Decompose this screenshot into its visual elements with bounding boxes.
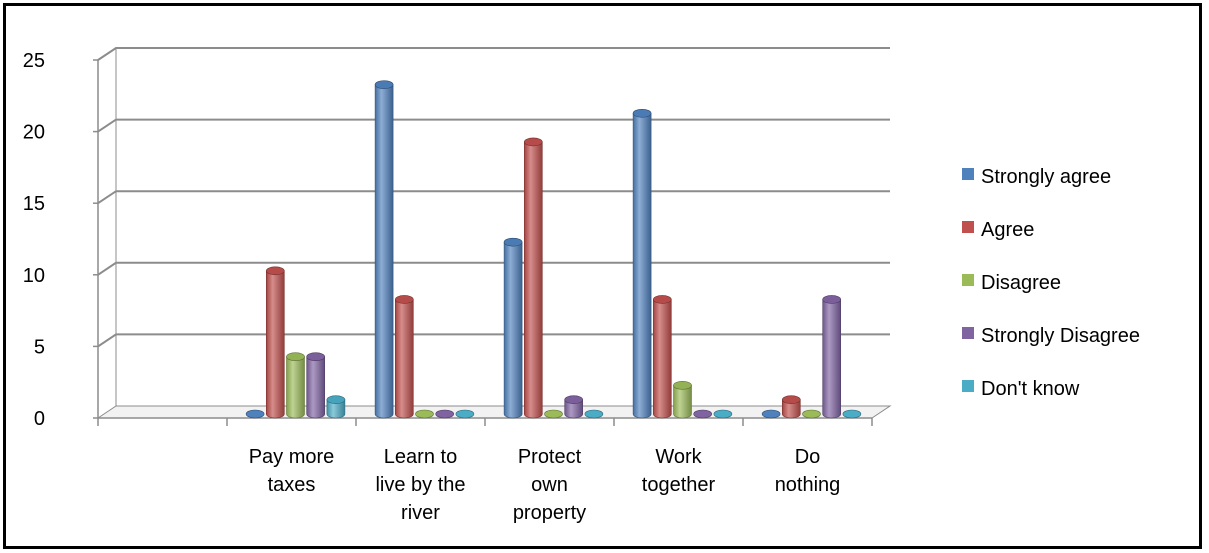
bar-strongly-agree [503, 237, 523, 419]
legend-swatch [962, 168, 974, 180]
bar-agree [523, 137, 543, 419]
legend-label: Strongly Disagree [981, 325, 1140, 347]
legend-item-don-t-know: Don't know [962, 378, 1080, 400]
x-tick-label: Do [795, 446, 821, 468]
x-tick-label: together [642, 474, 716, 496]
y-tick-label: 15 [23, 193, 45, 215]
y-tick-label: 20 [23, 122, 45, 144]
legend-label: Agree [981, 219, 1034, 241]
bar-disagree [544, 409, 563, 419]
legend-item-strongly-agree: Strongly agree [962, 166, 1111, 188]
x-tick-label: river [401, 502, 440, 524]
y-tick-label: 0 [34, 408, 45, 430]
bar-don-t-know [842, 409, 862, 419]
bar-strongly-disagree [693, 409, 713, 419]
legend-label: Don't know [981, 378, 1080, 400]
legend-swatch [962, 380, 974, 392]
x-tick-label: nothing [775, 474, 841, 496]
x-tick-label: taxes [268, 474, 316, 496]
bar-strongly-agree [761, 409, 781, 419]
bar-disagree [415, 409, 434, 419]
bar-strongly-agree [632, 108, 652, 419]
y-tick-label: 25 [23, 50, 45, 72]
x-tick-label: Pay more [249, 446, 335, 468]
bar-don-t-know [326, 395, 346, 419]
bar-strongly-agree [374, 80, 394, 419]
bar-don-t-know [713, 409, 733, 419]
legend: Strongly agree Agree Disagree Strongly Disa… [962, 166, 1140, 400]
bar-agree [265, 266, 285, 419]
legend-label: Strongly agree [981, 166, 1111, 188]
legend-item-disagree: Disagree [962, 272, 1061, 294]
legend-swatch [962, 327, 974, 339]
chart-walls [96, 48, 892, 419]
legend-label: Disagree [981, 272, 1061, 294]
bars [245, 80, 862, 419]
bar-disagree [673, 381, 692, 419]
x-tick-label: property [513, 502, 586, 524]
bar-strongly-disagree [435, 409, 455, 419]
legend-swatch [962, 274, 974, 286]
bar-strongly-agree [245, 409, 265, 419]
bar-strongly-disagree [564, 395, 584, 419]
legend-item-strongly-disagree: Strongly Disagree [962, 325, 1140, 347]
y-tick-labels: 0 5 10 15 20 25 [23, 50, 45, 430]
x-tick-label: Work [655, 446, 702, 468]
bar-strongly-disagree [306, 352, 326, 419]
bar-disagree [286, 352, 305, 419]
legend-item-agree: Agree [962, 219, 1034, 241]
bar-agree [394, 295, 414, 419]
bar-don-t-know [584, 409, 604, 419]
x-tick-label: Learn to [384, 446, 457, 468]
back-wall [116, 48, 890, 406]
x-tick-label: live by the [375, 474, 465, 496]
x-tick-label: Protect [518, 446, 582, 468]
x-tick-label: own [531, 474, 568, 496]
bar-disagree [802, 409, 821, 419]
bar-agree [781, 395, 801, 419]
bar-agree [652, 295, 672, 419]
y-tick-label: 10 [23, 265, 45, 287]
y-tick-label: 5 [34, 336, 45, 358]
bar-strongly-disagree [822, 295, 842, 419]
x-tick-labels: Pay more taxes Learn to live by the river Pro… [249, 446, 841, 524]
bar-don-t-know [455, 409, 475, 419]
axes [93, 48, 873, 426]
legend-swatch [962, 221, 974, 233]
